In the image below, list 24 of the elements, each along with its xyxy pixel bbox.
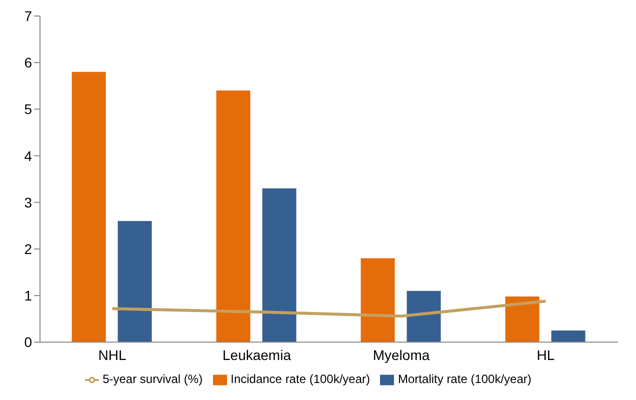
bar bbox=[360, 258, 395, 342]
y-tick-label: 3 bbox=[24, 194, 32, 210]
y-tick-label: 5 bbox=[24, 101, 32, 118]
y-tick-label: 7 bbox=[24, 8, 32, 24]
bar bbox=[505, 296, 540, 342]
y-tick-label: 2 bbox=[24, 240, 32, 257]
bar bbox=[72, 72, 106, 342]
legend-label: Incidance rate (100k/year) bbox=[230, 372, 370, 386]
legend-label: Mortality rate (100k/year) bbox=[398, 372, 532, 386]
line-series bbox=[110, 300, 548, 318]
y-tick-label: 4 bbox=[24, 148, 32, 164]
y-tick-label: 6 bbox=[24, 54, 32, 71]
legend-label: 5-year survival (%) bbox=[102, 372, 203, 386]
x-tick-label: HL bbox=[536, 347, 555, 364]
x-tick-label: Myeloma bbox=[372, 347, 430, 364]
bar bbox=[262, 188, 296, 342]
bar bbox=[551, 330, 586, 342]
y-tick-label: 1 bbox=[24, 288, 32, 304]
bar bbox=[406, 290, 441, 342]
bar bbox=[118, 221, 152, 342]
y-tick-label: 0 bbox=[24, 334, 32, 350]
x-tick-label: Leukaemia bbox=[222, 347, 292, 364]
bar bbox=[216, 90, 250, 342]
x-tick-label: NHL bbox=[98, 347, 126, 364]
